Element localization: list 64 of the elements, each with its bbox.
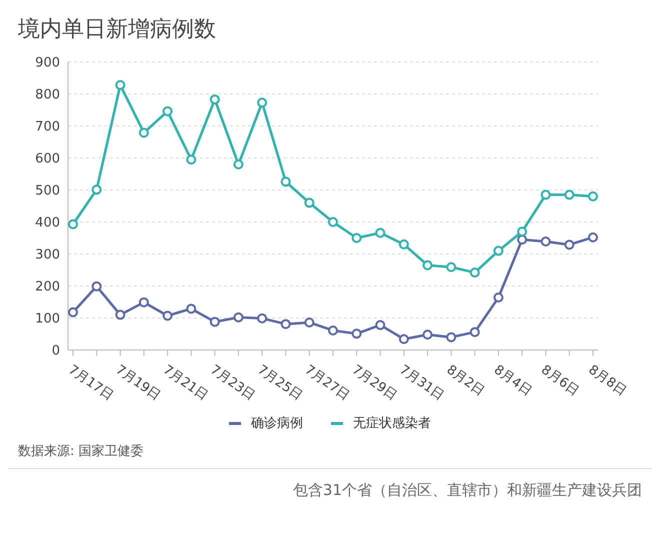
x-tick-label: 8月6日 (538, 362, 582, 400)
point (186, 304, 196, 314)
point (517, 226, 528, 237)
point (304, 317, 314, 328)
point (210, 316, 220, 327)
point (564, 240, 574, 250)
y-tick-label: 0 (52, 344, 60, 359)
y-tick-label: 300 (35, 248, 60, 263)
point (352, 328, 362, 339)
y-tick-label: 900 (35, 56, 60, 71)
point (540, 190, 551, 200)
point (138, 128, 149, 138)
y-tick-label: 800 (35, 88, 60, 103)
point (422, 330, 433, 340)
point (540, 236, 551, 247)
point (162, 310, 173, 321)
y-tick-label: 100 (35, 312, 60, 327)
point (92, 184, 102, 195)
text: 包含31个省（自治区、直辖市）和新疆生产建设兵团 (292, 480, 643, 501)
point (564, 190, 574, 200)
point (328, 325, 338, 336)
point (210, 94, 220, 104)
x-tick-label: 8月4日 (490, 362, 534, 400)
point (186, 154, 196, 165)
point (446, 262, 456, 272)
point (517, 234, 528, 245)
point (422, 260, 433, 270)
legend-label: 确诊病例 (250, 415, 303, 432)
point (257, 98, 268, 108)
point (588, 232, 598, 242)
point (493, 246, 504, 256)
point (352, 233, 362, 243)
point (304, 198, 314, 208)
point (493, 292, 504, 303)
point (588, 191, 598, 202)
point (398, 334, 409, 344)
point (375, 320, 386, 330)
point (115, 80, 126, 90)
point (68, 307, 78, 318)
y-tick-label: 600 (35, 152, 60, 167)
point (138, 297, 149, 308)
point (328, 217, 338, 227)
point (115, 310, 126, 320)
point (68, 219, 78, 230)
point (470, 268, 480, 278)
point (257, 313, 268, 324)
source-note: 数据来源: 国家卫健委 (8, 432, 652, 469)
point (470, 327, 480, 338)
point (446, 332, 456, 342)
legend-label: 无症状感染者 (352, 415, 431, 432)
y-tick-label: 400 (35, 216, 60, 231)
point (280, 176, 291, 187)
chart-title: 境内单日新增病例数 (17, 16, 217, 44)
point (92, 281, 102, 292)
x-tick-label: 8月8日 (585, 362, 629, 400)
y-tick-label: 700 (35, 120, 60, 135)
point (233, 312, 244, 322)
point (375, 228, 386, 238)
point (398, 239, 409, 250)
y-tick-label: 200 (35, 280, 60, 295)
y-tick-label: 500 (35, 184, 60, 199)
point (233, 159, 244, 170)
point (280, 319, 291, 330)
point (162, 106, 173, 116)
